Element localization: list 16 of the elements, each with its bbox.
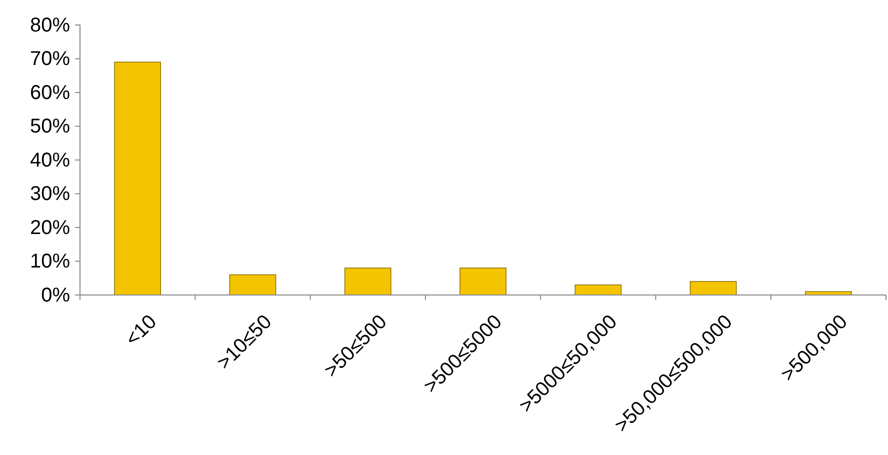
bar bbox=[229, 274, 276, 296]
y-tick-label: 60% bbox=[30, 82, 70, 104]
y-tick-label: 40% bbox=[30, 149, 70, 172]
bar bbox=[574, 284, 622, 296]
x-tick-label: <10 bbox=[121, 310, 162, 350]
y-tick-label: 10% bbox=[30, 250, 70, 273]
y-tick-label: 80% bbox=[30, 14, 70, 36]
y-tick-label: 50% bbox=[30, 116, 70, 138]
y-tick-label: 70% bbox=[30, 48, 70, 70]
bar bbox=[344, 268, 392, 296]
bar bbox=[460, 268, 506, 296]
y-tick-label: 30% bbox=[30, 183, 70, 206]
bar bbox=[690, 281, 737, 296]
y-tick-label: 20% bbox=[30, 216, 70, 239]
bar bbox=[114, 62, 161, 296]
y-tick-label: 0% bbox=[41, 284, 70, 306]
